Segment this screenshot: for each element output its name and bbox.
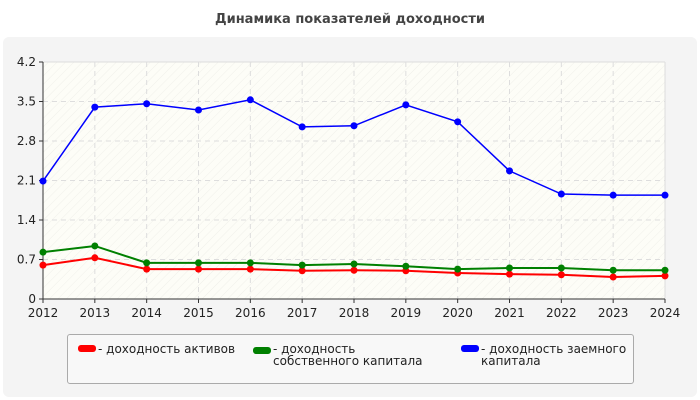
data-point (350, 122, 358, 130)
data-point (91, 103, 99, 111)
x-tick-label: 2022 (546, 306, 577, 320)
x-tick-label: 2020 (442, 306, 473, 320)
data-point (195, 265, 202, 273)
y-tick-label: 2.1 (17, 174, 36, 188)
legend-item-equity: - доходность собственного капитала (253, 343, 438, 367)
data-point (506, 270, 513, 278)
chart-title: Динамика показателей доходности (215, 12, 485, 27)
y-tick-label: 1.4 (17, 213, 36, 227)
data-point (246, 259, 254, 267)
x-tick-label: 2013 (80, 306, 111, 320)
data-point (454, 265, 462, 273)
data-point (402, 262, 410, 270)
data-point (557, 264, 565, 272)
data-point (143, 265, 151, 273)
y-tick-label: 2.8 (17, 134, 36, 148)
data-point (39, 177, 47, 185)
data-point (298, 261, 306, 269)
data-point (609, 191, 617, 199)
legend-label: - доходность активов (98, 342, 236, 356)
data-point (506, 167, 513, 175)
data-point (402, 101, 410, 109)
x-tick-label: 2014 (131, 306, 162, 320)
data-point (661, 266, 669, 274)
x-tick-label: 2016 (235, 306, 266, 320)
data-point (557, 190, 565, 198)
legend-swatch (461, 345, 479, 352)
data-point (91, 254, 99, 262)
x-tick-label: 2021 (494, 306, 525, 320)
y-tick-label: 4.2 (17, 55, 36, 69)
data-point (143, 100, 151, 108)
data-point (143, 259, 151, 267)
data-point (661, 272, 669, 280)
legend-swatch (78, 345, 96, 352)
data-point (39, 248, 47, 256)
data-point (298, 267, 306, 275)
legend: - доходность активов - доходность собств… (67, 334, 634, 384)
data-point (39, 261, 47, 269)
x-tick-label: 2018 (339, 306, 370, 320)
y-tick-label: 0 (28, 292, 36, 306)
data-point (246, 265, 254, 273)
data-point (195, 259, 202, 267)
legend-swatch (253, 347, 271, 354)
legend-item-debt: - доходность заемного капитала (461, 343, 631, 367)
data-point (350, 266, 358, 274)
data-point (298, 123, 306, 131)
data-point (557, 271, 565, 279)
y-tick-label: 0.7 (17, 253, 36, 267)
data-point (609, 266, 617, 274)
x-tick-label: 2015 (183, 306, 214, 320)
x-tick-label: 2019 (391, 306, 422, 320)
legend-item-assets: - доходность активов (78, 343, 248, 355)
data-point (195, 106, 202, 114)
legend-label: - доходность заемного капитала (481, 342, 627, 368)
data-point (609, 273, 617, 281)
x-tick-label: 2017 (287, 306, 318, 320)
x-tick-label: 2024 (650, 306, 681, 320)
data-point (91, 242, 99, 250)
legend-label: - доходность собственного капитала (273, 342, 423, 368)
data-point (661, 191, 669, 199)
data-point (350, 260, 358, 268)
data-point (506, 264, 513, 272)
y-tick-label: 3.5 (17, 95, 36, 109)
x-tick-label: 2012 (28, 306, 59, 320)
data-point (454, 118, 462, 126)
data-point (246, 96, 254, 104)
x-tick-label: 2023 (598, 306, 629, 320)
